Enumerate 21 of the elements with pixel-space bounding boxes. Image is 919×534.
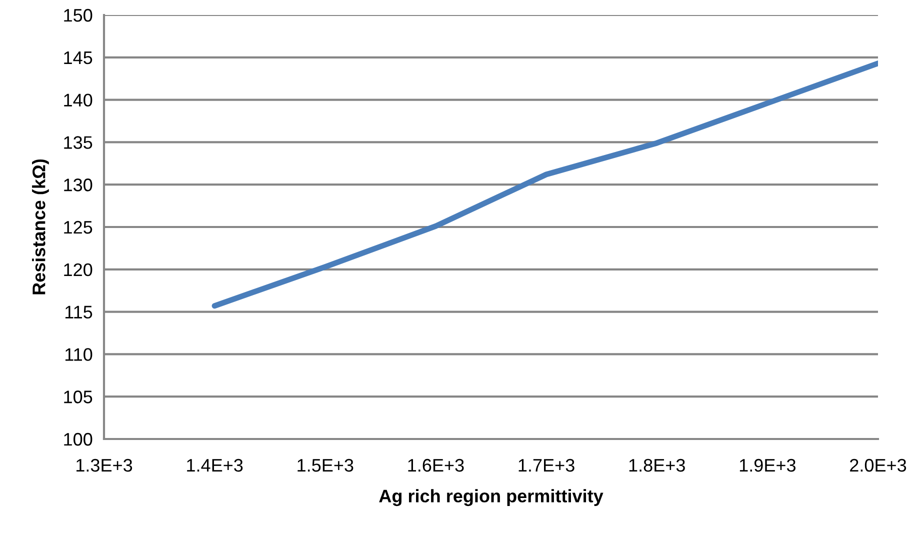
y-tick-label: 140 <box>64 94 92 107</box>
x-tick-label: 2.0E+3 <box>850 458 906 472</box>
y-tick-label: 130 <box>64 178 92 192</box>
x-tick-label: 1.9E+3 <box>740 458 796 472</box>
y-tick-label: 125 <box>64 220 92 234</box>
y-tick-label: 115 <box>65 306 92 319</box>
y-tick-label: 105 <box>64 390 92 404</box>
y-tick-label: 135 <box>64 136 92 149</box>
y-tick-label: 110 <box>65 348 92 361</box>
x-tick-label: 1.4E+3 <box>187 458 243 472</box>
x-tick-label: 1.7E+3 <box>518 458 574 472</box>
x-tick-label: 1.5E+3 <box>298 458 354 472</box>
x-tick-label: 1.8E+3 <box>629 458 685 472</box>
y-tick-label: 145 <box>64 52 92 64</box>
x-tick-label: 1.6E+3 <box>408 458 464 472</box>
x-axis-title: Ag rich region permittivity <box>379 489 604 506</box>
y-tick-label: 120 <box>64 263 92 276</box>
y-axis-title: Resistance (kΩ) <box>32 159 49 294</box>
y-tick-label: 150 <box>64 8 92 22</box>
y-tick-label: 100 <box>64 432 92 446</box>
x-tick-label: 1.3E+3 <box>76 458 132 472</box>
